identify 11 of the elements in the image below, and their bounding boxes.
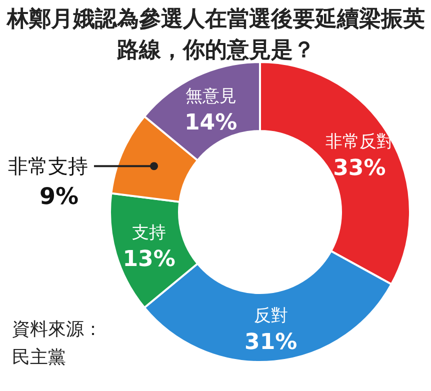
data-label: 13% bbox=[122, 247, 176, 272]
data-label: 31% bbox=[244, 330, 298, 355]
slice-label: 支持 bbox=[132, 223, 166, 244]
data-label: 33% bbox=[333, 156, 386, 182]
data-label: 9% bbox=[39, 184, 79, 210]
data-label: 14% bbox=[184, 110, 238, 136]
chart-title: 林鄭月娥認為參選人在當選後要延續梁振英路線，你的意見是？ bbox=[6, 5, 426, 65]
source-note: 資料來源：民主黨 bbox=[12, 318, 103, 370]
slice-label: 非常支持 bbox=[8, 154, 88, 178]
slice-label: 反對 bbox=[254, 306, 288, 326]
slice-label: 無意見 bbox=[185, 86, 236, 106]
